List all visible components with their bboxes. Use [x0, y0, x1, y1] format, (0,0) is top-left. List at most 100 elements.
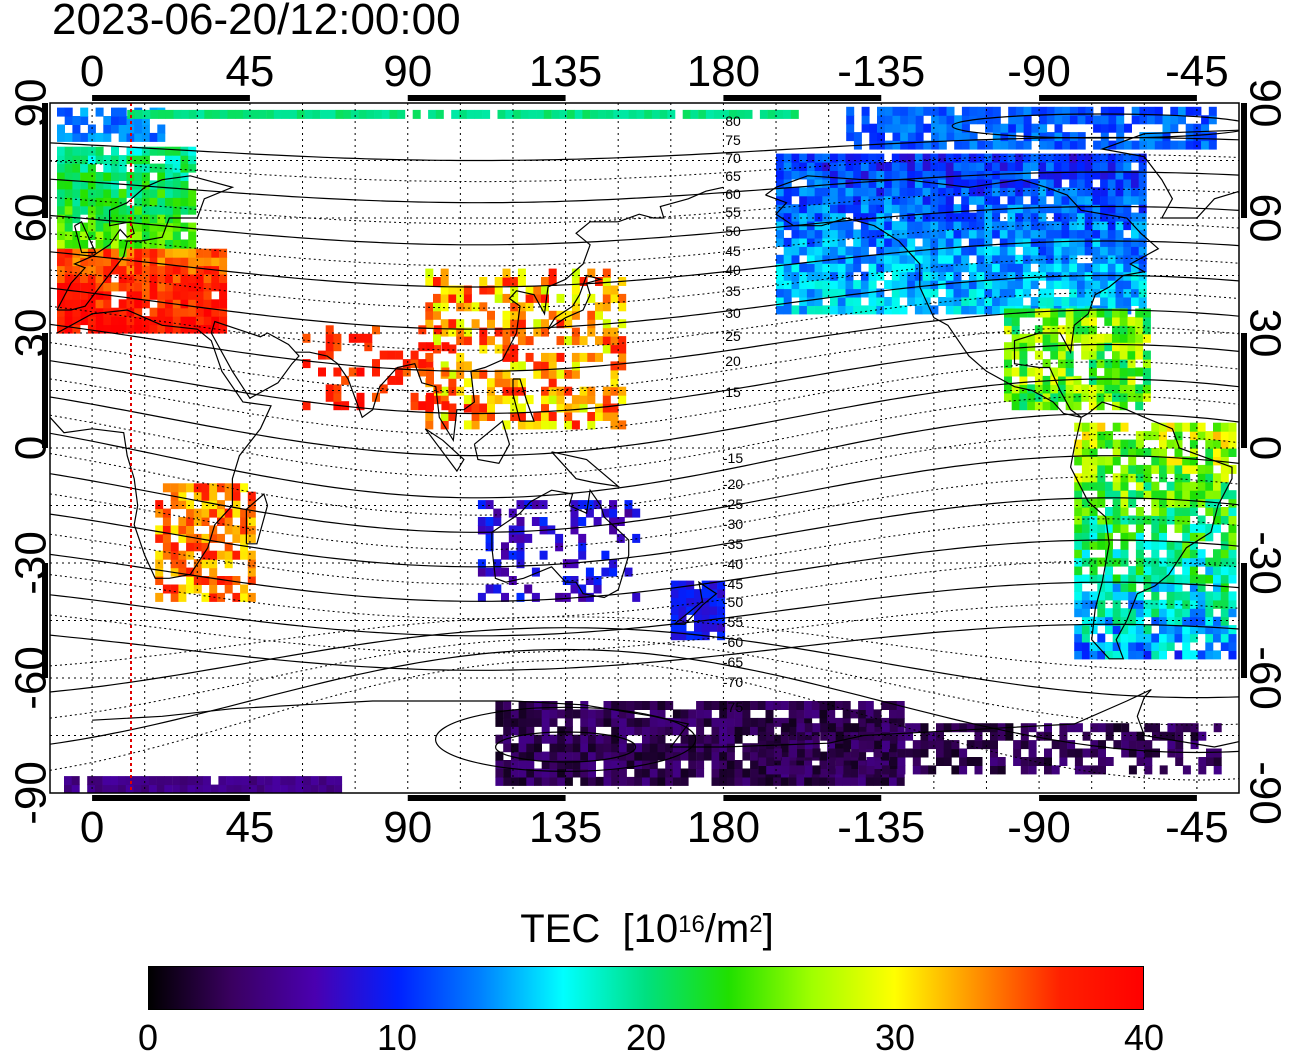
tec-cell — [64, 205, 73, 215]
tec-cell — [72, 124, 81, 134]
tec-cell — [1135, 557, 1144, 567]
tec-cell — [180, 324, 189, 334]
tec-cell — [1031, 106, 1040, 116]
tec-cell — [845, 246, 854, 256]
tec-cell — [1105, 549, 1113, 559]
tec-cell — [534, 751, 542, 761]
tec-cell — [799, 153, 808, 163]
tec-cell — [103, 180, 112, 190]
tec-cell — [141, 316, 150, 326]
tec-cell — [626, 701, 635, 710]
tec-cell — [518, 760, 527, 769]
tec-cell — [922, 204, 931, 214]
tec-cell — [1062, 132, 1071, 142]
tec-cell — [1197, 515, 1206, 525]
mlat-label: 40 — [725, 262, 741, 278]
tec-cell — [587, 310, 596, 320]
tec-cell — [819, 701, 828, 710]
tec-cell — [858, 751, 867, 761]
tec-cell — [806, 195, 815, 205]
tec-cell — [634, 717, 643, 727]
tec-cell — [1081, 473, 1090, 483]
tec-cell — [1213, 582, 1221, 592]
tec-cell — [580, 768, 589, 778]
tec-cell — [799, 170, 808, 180]
tec-cell — [149, 239, 158, 249]
tec-cell — [696, 701, 705, 710]
top-lon-label: 0 — [80, 47, 104, 96]
tec-cell — [126, 132, 135, 142]
tec-cell — [680, 776, 689, 786]
tec-cell — [1142, 392, 1151, 402]
tec-cell — [188, 248, 197, 258]
tec-cell — [64, 257, 73, 267]
tec-cell — [1051, 740, 1060, 750]
tec-cell — [209, 592, 218, 602]
tec-cell — [557, 726, 566, 736]
tec-cell — [1030, 162, 1039, 171]
tec-cell — [193, 491, 202, 501]
tec-cell — [80, 257, 89, 267]
tec-cell — [931, 123, 940, 133]
tec-cell — [891, 178, 900, 188]
tec-cell — [602, 344, 611, 354]
tec-cell — [1166, 422, 1175, 432]
tec-cell — [1038, 263, 1047, 273]
tec-cell — [440, 386, 449, 396]
tec-cell — [881, 740, 890, 750]
tec-cell — [548, 395, 557, 405]
tec-cell — [71, 776, 80, 786]
tec-cell — [819, 709, 828, 719]
tec-cell — [865, 776, 874, 786]
tec-cell — [992, 288, 1001, 298]
tec-cell — [907, 212, 916, 222]
tec-cell — [602, 327, 611, 337]
tec-cell — [1100, 237, 1109, 247]
tec-cell — [766, 723, 775, 733]
bottom-lon-label: -135 — [837, 803, 925, 852]
tec-cell — [1058, 392, 1066, 402]
tec-cell — [1027, 308, 1036, 318]
mlat-label: -40 — [723, 556, 743, 572]
tec-cell — [72, 290, 81, 300]
tec-cell — [1228, 422, 1237, 432]
tec-cell — [157, 282, 166, 292]
tec-cell — [433, 336, 441, 346]
tec-cell — [853, 297, 862, 306]
tec-cell — [1166, 582, 1175, 592]
tec-cell — [1139, 115, 1148, 125]
tec-cell — [750, 751, 759, 761]
tec-cell — [1138, 170, 1147, 180]
tec-cell — [990, 748, 998, 758]
tec-cell — [134, 124, 143, 134]
tec-cell — [1065, 401, 1074, 411]
tec-cell — [180, 205, 189, 215]
tec-cell — [503, 743, 512, 753]
tec-cell — [915, 132, 924, 142]
tec-cell — [711, 768, 720, 778]
tec-cell — [495, 776, 504, 786]
tec-cell — [1128, 574, 1137, 584]
tec-cell — [814, 305, 823, 315]
tec-cell — [1205, 599, 1214, 609]
tec-cell — [899, 170, 908, 180]
tec-cell — [172, 205, 181, 215]
tec-cell — [1054, 115, 1063, 125]
tec-cell — [162, 517, 171, 526]
tec-cell — [428, 109, 437, 119]
tec-cell — [842, 751, 851, 761]
tec-cell — [209, 584, 218, 594]
tec-cell — [1228, 650, 1237, 660]
tec-cell — [533, 420, 542, 430]
tec-cell — [1120, 625, 1129, 635]
tec-cell — [1135, 431, 1144, 441]
tec-cell — [766, 731, 775, 741]
tec-cell — [632, 508, 641, 518]
tec-cell — [425, 268, 434, 278]
tec-cell — [797, 731, 806, 741]
tec-cell — [1112, 490, 1121, 500]
tec-cell — [1107, 271, 1116, 281]
tec-cell — [845, 288, 854, 298]
tec-cell — [510, 403, 519, 413]
tec-cell — [827, 757, 836, 766]
